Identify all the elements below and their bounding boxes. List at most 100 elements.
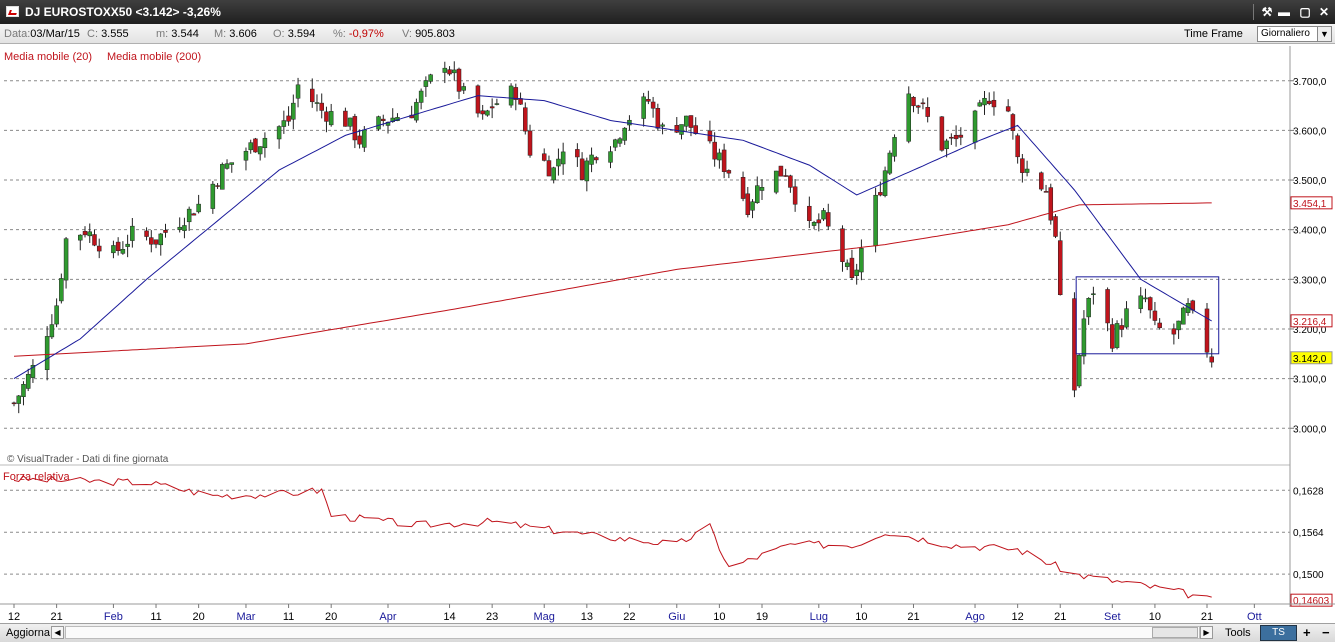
- candle-down: [915, 105, 921, 108]
- price-chart[interactable]: 3.700,0 3.600,0 3.500,0 3.400,0 3.300,0 3.200…: [0, 0, 1335, 623]
- close-button[interactable]: ✕: [1318, 5, 1330, 19]
- tools-button[interactable]: Tools: [1225, 627, 1251, 639]
- candle-down: [986, 100, 992, 104]
- timeframe-select[interactable]: Giornaliero ▼: [1257, 26, 1332, 42]
- candle-down: [1005, 106, 1011, 112]
- volume-info: V: 905.803: [402, 28, 455, 40]
- candle-down: [1209, 356, 1214, 363]
- candle-down: [489, 106, 495, 109]
- candle-down: [712, 141, 717, 160]
- candle-up: [844, 262, 850, 267]
- candle-down: [480, 110, 485, 115]
- open-info: O: 3.594: [273, 28, 315, 40]
- candle-down: [310, 88, 315, 103]
- candle-up: [25, 373, 31, 389]
- zoom-in-button[interactable]: +: [1303, 625, 1311, 640]
- candle-up: [220, 164, 225, 190]
- price-tag-box: [1290, 196, 1333, 210]
- rs-last-box: [1290, 593, 1333, 607]
- candle-up: [1138, 295, 1143, 309]
- candle-down: [840, 228, 845, 262]
- candle-up: [158, 233, 164, 246]
- chevron-down-icon[interactable]: ▼: [1317, 27, 1331, 41]
- candle-up: [854, 269, 859, 276]
- candle-down: [688, 115, 694, 128]
- candle-down: [352, 116, 358, 141]
- candle-up: [248, 142, 253, 151]
- candle-down: [925, 107, 930, 117]
- candle-down: [674, 125, 680, 133]
- candle-down: [991, 99, 997, 108]
- candle-up: [461, 86, 466, 91]
- horizontal-scrollbar[interactable]: [65, 626, 1200, 639]
- date-label: Data:: [4, 28, 31, 40]
- candle-up: [1086, 298, 1091, 318]
- scroll-right-button[interactable]: ▶: [1200, 626, 1213, 639]
- candle-down: [144, 230, 149, 237]
- price-tick-label: 3.000,0: [1293, 424, 1327, 435]
- update-button[interactable]: Aggiorna: [6, 627, 51, 639]
- candle-down: [745, 193, 751, 215]
- candle-up: [295, 84, 301, 99]
- x-day-label: 11: [283, 611, 294, 623]
- candle-down: [826, 212, 831, 227]
- x-month-label: Giu: [668, 611, 685, 623]
- candle-up: [229, 162, 235, 165]
- candle-down: [1057, 240, 1063, 296]
- close-info: C: 3.555: [87, 28, 129, 40]
- candle-up: [551, 167, 556, 181]
- x-day-label: 21: [907, 611, 919, 623]
- minimize-button[interactable]: ▬: [1278, 5, 1290, 19]
- candle-up: [418, 90, 424, 103]
- candle-up: [54, 305, 59, 325]
- candle-down: [655, 108, 661, 129]
- candle-down: [546, 160, 552, 177]
- maximize-button[interactable]: ▢: [1299, 5, 1311, 19]
- candle-down: [215, 185, 220, 187]
- candle-down: [1204, 308, 1210, 353]
- candle-down: [475, 85, 481, 114]
- ts-off-button[interactable]: TS OFF: [1260, 625, 1297, 642]
- candle-down: [82, 231, 88, 236]
- timeframe-value: Giornaliero: [1261, 28, 1310, 39]
- candle-up: [1091, 293, 1096, 295]
- zoom-out-button[interactable]: −: [1322, 625, 1330, 640]
- volume-label: V:: [402, 28, 412, 40]
- candle-up: [182, 225, 187, 231]
- candle-up: [560, 151, 566, 165]
- scrollbar-thumb[interactable]: [1152, 627, 1198, 638]
- candle-up: [452, 69, 457, 74]
- x-day-label: 23: [486, 611, 498, 623]
- x-month-label: Ago: [965, 611, 985, 623]
- scroll-left-button[interactable]: ◀: [51, 626, 64, 639]
- candle-down: [807, 205, 812, 222]
- x-day-label: 10: [713, 611, 725, 623]
- candle-down: [1043, 191, 1049, 193]
- ma200-legend: Media mobile (200): [107, 51, 201, 63]
- candle-down: [319, 102, 324, 111]
- candle-down: [783, 175, 788, 177]
- candle-up: [589, 154, 594, 165]
- close-label: C:: [87, 28, 98, 40]
- wrench-icon[interactable]: ⚒: [1261, 5, 1273, 19]
- ma200-line: [13, 202, 1212, 357]
- candle-up: [556, 158, 561, 167]
- x-month-label: Ott: [1247, 611, 1262, 623]
- candle-down: [1053, 216, 1058, 237]
- candle-down: [343, 110, 348, 127]
- candle-down: [163, 229, 168, 233]
- window-title: DJ EUROSTOXX50 <3.142> -3,26%: [25, 5, 221, 19]
- candle-up: [120, 249, 126, 254]
- price-tick-label: 3.200,0: [1293, 325, 1327, 336]
- candle-down: [286, 115, 291, 122]
- candle-down: [575, 149, 580, 158]
- x-day-label: 20: [193, 611, 205, 623]
- bottom-bar: Aggiorna ◀ ▶ Tools TS OFF + −: [0, 623, 1335, 642]
- candle-up: [125, 243, 130, 247]
- price-tag-box: [1290, 351, 1333, 365]
- candle-up: [21, 384, 26, 398]
- candle-up: [414, 102, 419, 121]
- candle-down: [447, 69, 452, 75]
- x-axis: 12 21 Feb 11 20 Mar 11 20 Apr 14 23 Mag 13 22 Giu 10 19 L…: [0, 603, 1335, 623]
- candle-down: [1015, 135, 1020, 158]
